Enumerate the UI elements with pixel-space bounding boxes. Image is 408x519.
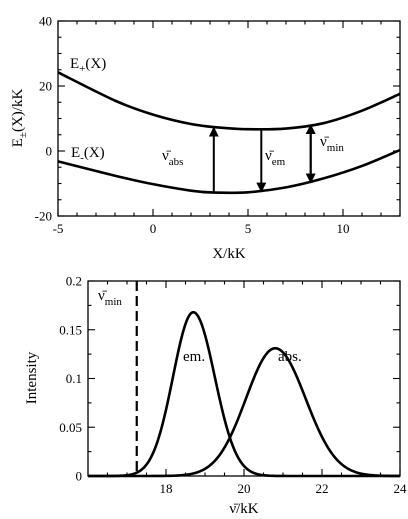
abs-series-label: abs. [278,349,302,365]
bottom-plot-frame [87,280,401,477]
top-arrows [208,124,316,193]
bottom-y-tick-label: 0.1 [66,371,82,386]
top-x-axis-label: X/kK [212,246,246,262]
top-panel: -5 0 5 10 -20 0 20 40 E+(X) E-(X) ν̄abs ν̄em ν̄… [10,14,401,262]
top-y-tick-label: -20 [35,209,52,224]
bottom-x-tick-label: 18 [160,481,173,496]
em-curve [88,311,400,478]
e-plus-label: E+(X) [70,56,106,75]
top-x-tick-label: -5 [53,221,64,236]
top-x-tick-label: 10 [337,221,350,236]
top-ticks: -5 0 5 10 -20 0 20 40 [35,14,401,236]
bottom-curves [88,311,400,478]
top-y-tick-label: 20 [39,79,52,94]
bottom-y-tick-label: 0.15 [59,322,82,337]
nu-min-label-top: ν̄min [320,134,344,154]
bottom-x-tick-label: 22 [316,481,329,496]
em-series-label: em. [183,349,205,365]
top-y-tick-label: 40 [39,14,52,29]
bottom-ticks: 18 20 22 24 0 0.05 0.1 0.15 0.2 [59,274,407,497]
bottom-x-tick-label: 20 [238,481,251,496]
bottom-panel: 18 20 22 24 0 0.05 0.1 0.15 0.2 ν̄min em. abs. ν… [24,274,407,518]
top-y-tick-label: 0 [46,144,53,159]
nu-abs-label: ν̄abs [162,148,183,168]
bottom-y-tick-label: 0 [76,469,83,484]
e-minus-curve [57,148,401,195]
abs-curve [88,346,400,478]
top-x-tick-label: 5 [245,221,252,236]
bottom-x-tick-label: 24 [394,481,408,496]
top-y-axis-label: E±(X)/kK [10,89,29,148]
nu-min-label-bottom: ν̄min [98,288,122,308]
nu-em-label: ν̄em [265,148,286,168]
top-curves [57,71,401,195]
bottom-y-tick-label: 0.05 [59,420,82,435]
bottom-y-axis-label: Intensity [24,351,40,404]
top-x-tick-label: 0 [150,221,157,236]
top-plot-frame [57,20,401,217]
e-plus-curve [57,71,401,131]
e-minus-label: E-(X) [71,145,105,164]
bottom-x-axis-label: ν̄/kK [229,501,258,517]
bottom-y-tick-label: 0.2 [66,274,82,289]
